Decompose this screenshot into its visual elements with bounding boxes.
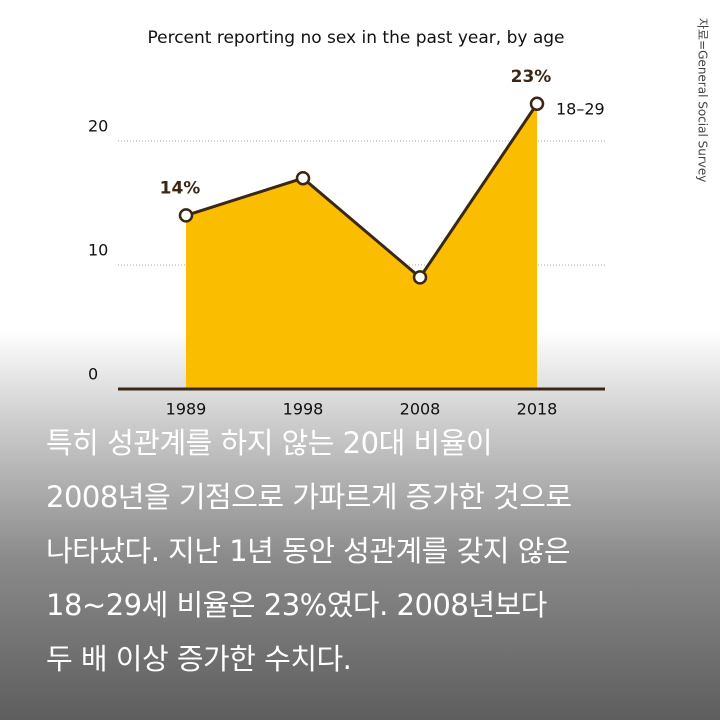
point [178, 208, 194, 223]
caption-line: 18~29세 비율은 23%였다. 2008년보다 [46, 588, 547, 622]
legend-label: 18–29 [556, 99, 605, 118]
area [186, 103, 537, 390]
x-tick-label: 1989 [166, 400, 207, 419]
chart-title: Percent reporting no sex in the past yea… [147, 28, 564, 48]
caption-line: 2008년을 기점으로 가파르게 증가한 것으로 [46, 480, 572, 514]
caption-line: 나타났다. 지난 1년 동안 성관계를 갖지 않은 [46, 534, 571, 568]
y-tick-label: 10 [88, 241, 108, 260]
y-tick-label: 20 [88, 117, 108, 136]
y-tick-label: 0 [88, 365, 98, 384]
point [295, 170, 311, 186]
point [412, 270, 428, 285]
line [185, 102, 539, 280]
value-label: 14% [160, 178, 201, 198]
value-label: 23% [511, 67, 552, 87]
caption-line: 두 배 이상 증가한 수치다. [46, 642, 352, 676]
x-tick-label: 1998 [283, 400, 324, 419]
caption: 특히 성관계를 하지 않는 20대 비율이 2008년을 기점으로 가파르게 증가… [46, 416, 572, 686]
x-tick-label: 2018 [517, 400, 558, 419]
caption-line: 특히 성관계를 하지 않는 20대 비율이 [46, 426, 493, 460]
x-tick-label: 2008 [400, 400, 441, 419]
point [529, 96, 545, 112]
source: 자료=General Social Survey [696, 18, 710, 182]
